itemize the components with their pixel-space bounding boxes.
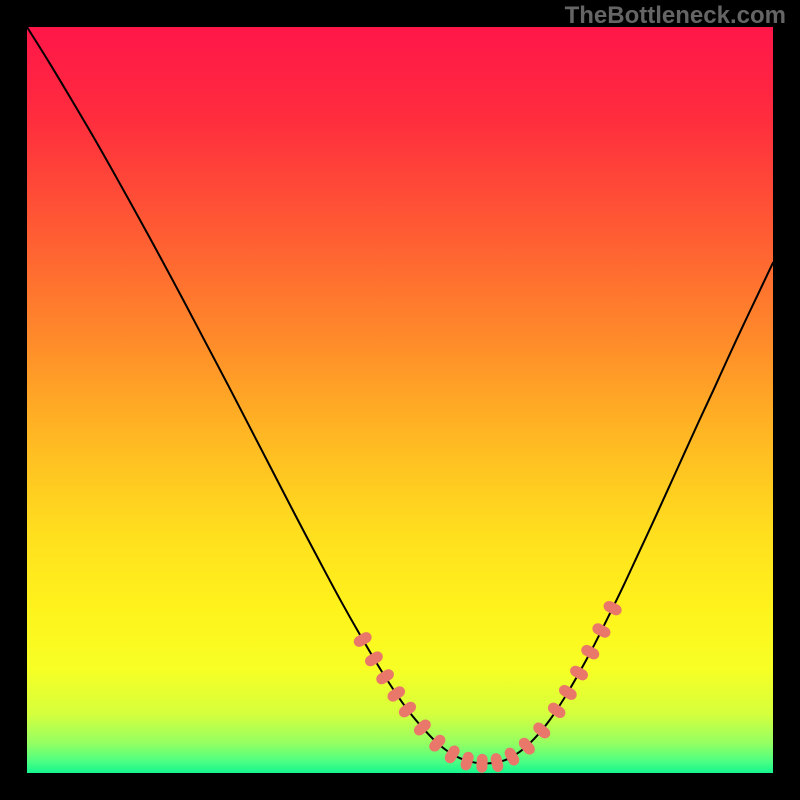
attribution-text: TheBottleneck.com	[565, 2, 786, 30]
chart-frame: TheBottleneck.com	[0, 0, 800, 800]
gradient-background	[27, 27, 773, 773]
curve-marker	[476, 754, 488, 773]
plot-area	[27, 27, 773, 773]
chart-svg	[27, 27, 773, 773]
